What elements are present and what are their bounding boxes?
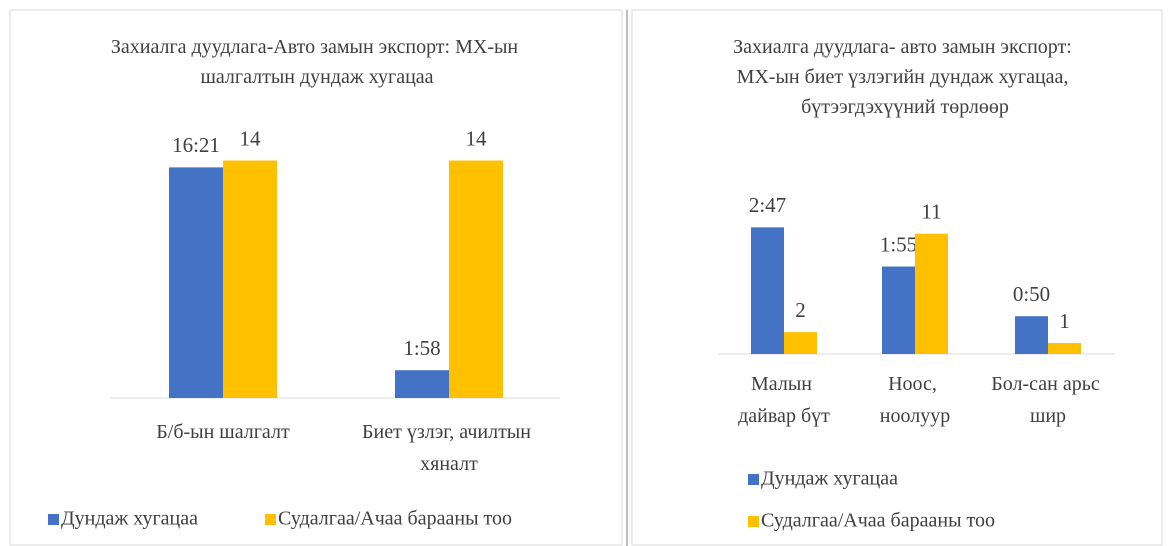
x-tick-label: Б/б-ын шалгалт: [156, 421, 290, 443]
bar: [751, 227, 784, 354]
legend-swatch: [748, 516, 759, 527]
legend-swatch: [48, 514, 59, 525]
value-label: 1: [1059, 309, 1070, 333]
bar: [169, 167, 223, 398]
bar: [395, 370, 449, 398]
value-label: 1:58: [403, 336, 440, 360]
x-tick-label: Малын дайвар бүт: [738, 373, 830, 427]
bar: [784, 332, 817, 354]
bar: [1048, 343, 1081, 354]
legend-swatch: [748, 474, 759, 485]
value-label: 16:21: [172, 133, 220, 157]
legend-swatch: [265, 514, 276, 525]
value-label: 14: [240, 126, 262, 150]
value-label: 0:50: [1013, 282, 1050, 306]
legend-label: Судалгаа/Ачаа барааны тоо: [278, 508, 512, 530]
left-panel: [9, 9, 623, 546]
chart-title: Захиалга дуудлага- авто замын экспорт: М…: [733, 36, 1077, 118]
x-tick-label: Ноос, ноолуур: [880, 373, 950, 427]
bar: [449, 160, 503, 398]
bar: [1015, 316, 1048, 354]
legend-label: Дундаж хугацаа: [761, 468, 898, 490]
x-tick-label: Биет үзлэг, ачилтын хяналт: [362, 421, 536, 475]
value-label: 11: [921, 200, 941, 224]
value-label: 14: [466, 126, 488, 150]
bar: [223, 160, 277, 398]
value-label: 1:55: [880, 232, 917, 256]
value-label: 2: [795, 298, 806, 322]
chart-title: Захиалга дуудлага-Авто замын экспорт: МХ…: [111, 36, 523, 88]
x-tick-label: Бол-сан арьс шир: [991, 373, 1104, 427]
legend-label: Дундаж хугацаа: [61, 508, 198, 530]
bar: [915, 233, 948, 354]
bar: [882, 266, 915, 354]
value-label: 2:47: [749, 193, 786, 217]
legend-label: Судалгаа/Ачаа барааны тоо: [761, 510, 995, 532]
